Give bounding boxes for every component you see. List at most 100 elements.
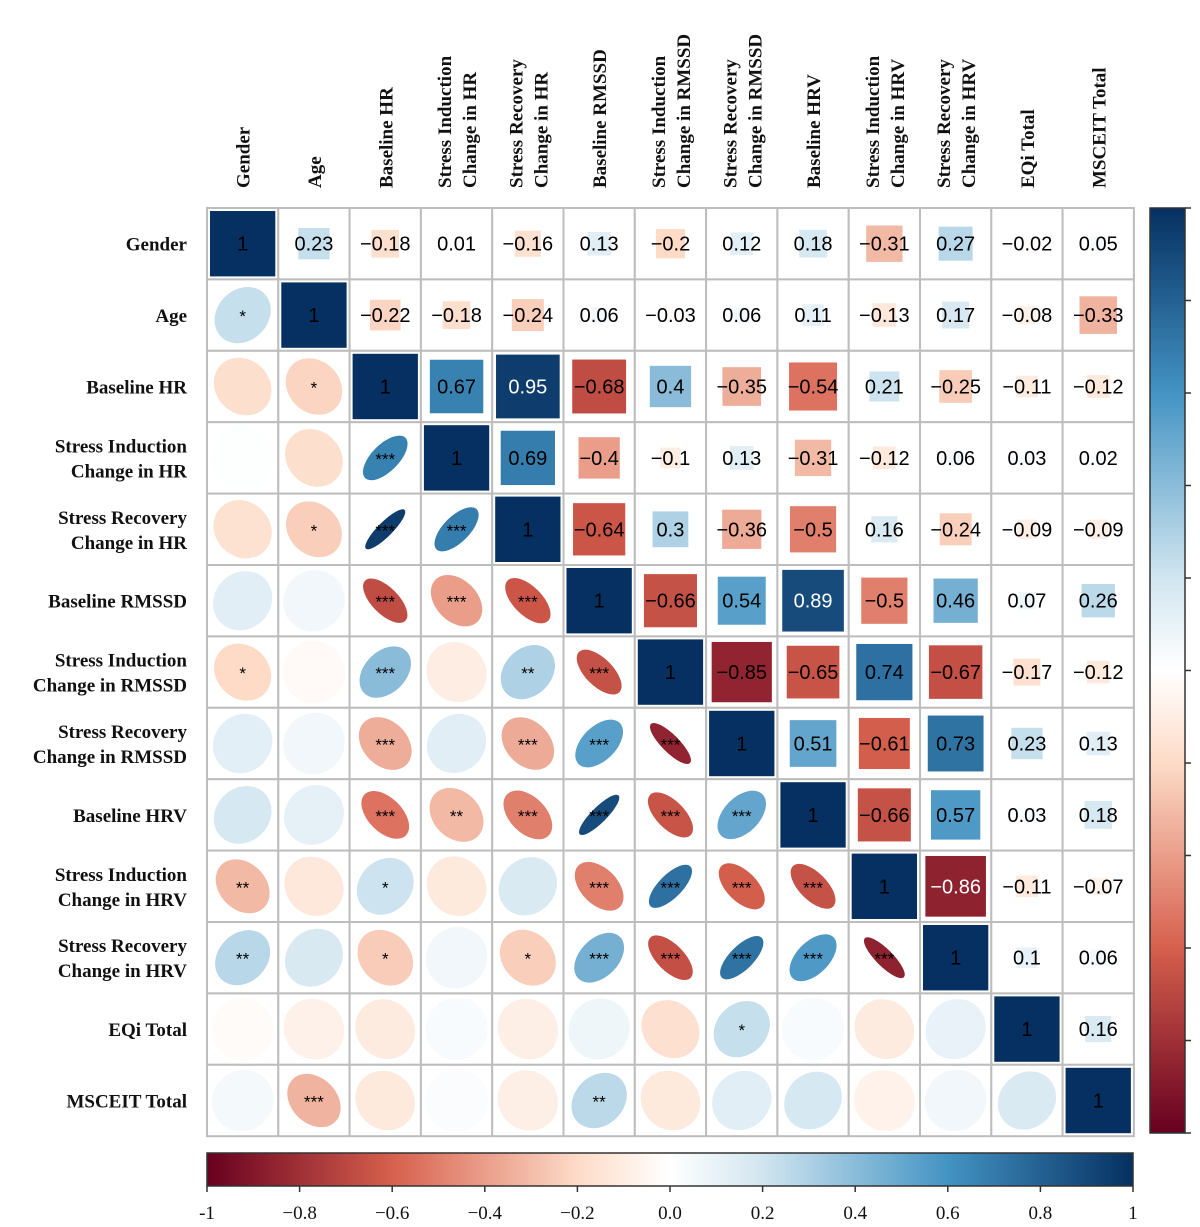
corr-ellipse bbox=[284, 928, 343, 987]
row-label: Baseline HRV bbox=[73, 806, 187, 827]
column-label: Baseline HRV bbox=[804, 74, 825, 188]
corr-value-label: −0.5 bbox=[865, 591, 904, 613]
corr-square bbox=[500, 430, 555, 486]
corr-square bbox=[1093, 453, 1103, 463]
corr-ellipse bbox=[212, 713, 273, 774]
column-label: Baseline RMSSD bbox=[590, 49, 611, 188]
corr-square bbox=[947, 449, 964, 466]
corr-square bbox=[729, 446, 754, 470]
corr-square bbox=[1086, 375, 1110, 398]
corr-ellipse bbox=[925, 999, 986, 1060]
corr-ellipse bbox=[571, 1072, 627, 1129]
corr-value-label: 0.3 bbox=[657, 519, 685, 541]
corr-value-label: −0.5 bbox=[793, 519, 832, 541]
corr-square bbox=[369, 299, 401, 331]
significance-marker: ** bbox=[593, 1093, 607, 1112]
corr-square bbox=[1017, 305, 1037, 325]
significance-marker: *** bbox=[375, 736, 395, 755]
significance-marker: *** bbox=[803, 878, 823, 897]
corr-value-label: 1 bbox=[665, 662, 676, 684]
colorbar-tick-label: 0.6 bbox=[936, 1203, 960, 1224]
corr-ellipse bbox=[429, 787, 484, 842]
corr-value-label: 0.12 bbox=[722, 234, 761, 256]
corr-square bbox=[786, 645, 840, 699]
corr-value-label: −0.61 bbox=[859, 734, 910, 756]
corr-square bbox=[1017, 519, 1037, 540]
corr-ellipse bbox=[215, 859, 270, 914]
significance-marker: *** bbox=[661, 950, 681, 969]
corr-square bbox=[1088, 519, 1109, 540]
corr-square bbox=[566, 568, 632, 634]
significance-marker: *** bbox=[661, 807, 681, 826]
corr-value-label: −0.11 bbox=[1002, 377, 1051, 399]
corr-value-label: −0.31 bbox=[788, 448, 839, 470]
row-label: Baseline RMSSD bbox=[48, 592, 187, 613]
corr-ellipse bbox=[863, 937, 905, 979]
corr-ellipse bbox=[284, 784, 344, 845]
corr-value-label: −0.09 bbox=[1002, 519, 1053, 541]
corr-value-label: −0.36 bbox=[716, 519, 767, 541]
corr-ellipse bbox=[717, 790, 766, 840]
grid-cell bbox=[990, 564, 1064, 638]
corr-ellipse bbox=[568, 998, 630, 1060]
corr-square bbox=[1086, 731, 1111, 756]
corr-ellipse bbox=[283, 569, 345, 632]
corr-value-label: −0.13 bbox=[859, 305, 910, 327]
corr-ellipse bbox=[361, 791, 410, 839]
corr-value-label: 0.17 bbox=[936, 305, 975, 327]
significance-marker: ** bbox=[236, 878, 250, 897]
corr-ellipse bbox=[425, 926, 488, 989]
corr-value-label: 0.23 bbox=[1007, 734, 1046, 756]
corr-square bbox=[794, 439, 832, 477]
corr-ellipse bbox=[500, 644, 555, 700]
significance-marker: * bbox=[382, 878, 389, 897]
corr-ellipse bbox=[574, 861, 624, 911]
corr-ellipse bbox=[575, 719, 624, 768]
corr-ellipse bbox=[215, 930, 271, 986]
corr-value-label: −0.86 bbox=[930, 876, 981, 898]
corr-value-label: −0.08 bbox=[1002, 305, 1053, 327]
significance-marker: *** bbox=[589, 736, 609, 755]
corr-square bbox=[930, 790, 981, 840]
corr-square bbox=[298, 228, 330, 260]
corr-square bbox=[660, 447, 681, 469]
colorbar-tick-label: 0.2 bbox=[751, 1203, 775, 1224]
corr-ellipse bbox=[503, 790, 553, 840]
corr-square bbox=[709, 710, 775, 777]
corr-square bbox=[423, 425, 490, 491]
corr-square bbox=[942, 301, 970, 329]
corr-value-label: 1 bbox=[451, 448, 462, 470]
corr-ellipse bbox=[505, 578, 551, 624]
corr-value-label: 0.18 bbox=[794, 234, 833, 256]
significance-marker: *** bbox=[589, 878, 609, 897]
corr-value-label: −0.12 bbox=[1073, 662, 1124, 684]
corr-square bbox=[872, 303, 897, 327]
significance-marker: * bbox=[239, 664, 246, 683]
significance-marker: *** bbox=[803, 950, 823, 969]
corr-value-label: 1 bbox=[237, 234, 248, 256]
corr-ellipse bbox=[434, 507, 479, 552]
corr-value-label: −0.1 bbox=[651, 448, 690, 470]
corr-value-label: −0.18 bbox=[431, 305, 482, 327]
corr-square bbox=[939, 370, 972, 403]
corr-value-label: 0.54 bbox=[722, 591, 761, 613]
corr-square bbox=[511, 299, 544, 332]
corr-ellipse bbox=[781, 997, 845, 1061]
significance-marker: *** bbox=[732, 950, 752, 969]
corr-square bbox=[649, 365, 692, 408]
corr-ellipse bbox=[285, 429, 343, 487]
significance-marker: *** bbox=[589, 950, 609, 969]
corr-value-label: 0.13 bbox=[580, 234, 619, 256]
corr-square bbox=[782, 569, 844, 632]
grid-cell bbox=[705, 207, 779, 281]
corr-value-label: −0.4 bbox=[579, 448, 618, 470]
significance-marker: * bbox=[738, 1021, 745, 1040]
colorbar-tick-label: −0.2 bbox=[560, 1203, 594, 1224]
significance-marker: * bbox=[525, 950, 532, 969]
corr-ellipse bbox=[282, 640, 346, 704]
row-label: Stress Induction Change in HR bbox=[55, 436, 188, 482]
corr-ellipse bbox=[789, 934, 837, 982]
corr-value-label: −0.25 bbox=[930, 377, 981, 399]
corr-square bbox=[873, 446, 896, 470]
